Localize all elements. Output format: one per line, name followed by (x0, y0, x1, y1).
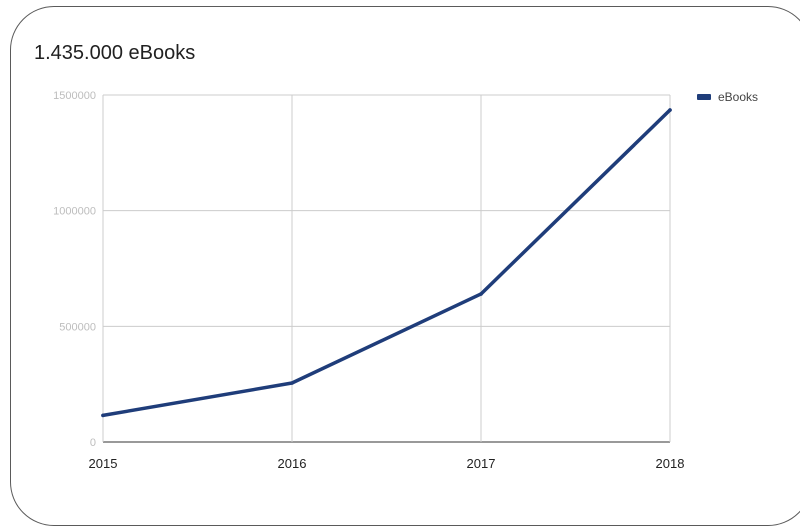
legend-swatch (697, 94, 711, 100)
x-tick-label: 2018 (656, 456, 685, 471)
x-tick-labels: 2015 2016 2017 2018 (89, 456, 685, 471)
data-point (668, 108, 672, 112)
line-chart: 0 500000 1000000 1500000 2015 2016 2017 2018 e… (53, 90, 758, 471)
y-tick-label: 1000000 (53, 206, 96, 218)
x-tick-label: 2017 (467, 456, 496, 471)
y-tick-labels: 0 500000 1000000 1500000 (53, 90, 96, 449)
chart-title: 1.435.000 eBooks (34, 42, 196, 64)
data-point (290, 381, 294, 385)
data-point (479, 292, 483, 296)
legend-label: eBooks (718, 90, 758, 104)
y-tick-label: 1500000 (53, 90, 96, 102)
y-tick-label: 500000 (59, 321, 96, 333)
grid (102, 94, 671, 443)
y-tick-label: 0 (90, 437, 96, 449)
x-tick-label: 2016 (278, 456, 307, 471)
series-lines (101, 108, 672, 418)
x-tick-label: 2015 (89, 456, 118, 471)
legend: eBooks (697, 90, 758, 104)
series-line (101, 108, 672, 418)
data-point (101, 413, 105, 418)
